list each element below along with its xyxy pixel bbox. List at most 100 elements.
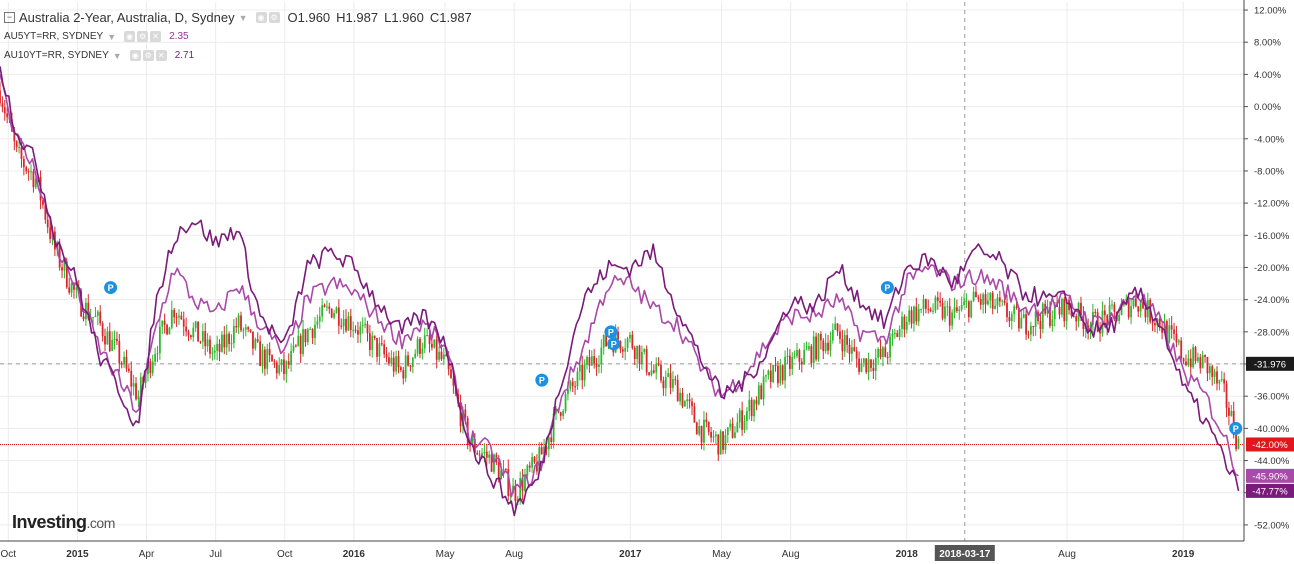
candle-body[interactable] xyxy=(1220,379,1223,381)
candle-body[interactable] xyxy=(748,399,751,412)
candle-body[interactable] xyxy=(25,167,28,172)
candle-body[interactable] xyxy=(464,409,467,419)
candle-body[interactable] xyxy=(1170,325,1173,330)
candle-body[interactable] xyxy=(760,385,763,400)
candle-body[interactable] xyxy=(593,356,596,364)
candle-body[interactable] xyxy=(779,365,782,384)
candle-body[interactable] xyxy=(784,356,786,381)
candle-body[interactable] xyxy=(256,339,259,342)
candle-body[interactable] xyxy=(590,356,593,366)
candle-body[interactable] xyxy=(101,323,104,337)
candle-body[interactable] xyxy=(550,437,553,442)
candle-body[interactable] xyxy=(648,372,650,375)
candle-body[interactable] xyxy=(225,333,228,348)
candle-body[interactable] xyxy=(967,301,970,318)
candle-body[interactable] xyxy=(500,470,503,480)
candle-body[interactable] xyxy=(273,361,276,363)
candle-body[interactable] xyxy=(151,361,154,374)
candle-body[interactable] xyxy=(158,326,161,354)
candle-body[interactable] xyxy=(1103,310,1106,316)
candle-body[interactable] xyxy=(113,338,116,340)
candle-body[interactable] xyxy=(705,419,708,422)
candle-body[interactable] xyxy=(578,364,581,372)
candle-body[interactable] xyxy=(889,336,891,358)
candle-body[interactable] xyxy=(328,306,331,309)
candle-body[interactable] xyxy=(1204,355,1206,358)
candle-body[interactable] xyxy=(543,446,545,455)
candle-body[interactable] xyxy=(1068,299,1070,311)
candle-body[interactable] xyxy=(917,308,920,322)
candle-body[interactable] xyxy=(731,423,734,438)
candle-body[interactable] xyxy=(345,318,347,331)
candle-body[interactable] xyxy=(703,419,705,443)
candle-body[interactable] xyxy=(431,343,433,348)
candle-body[interactable] xyxy=(488,454,491,458)
candle-body[interactable] xyxy=(555,408,557,414)
candle-body[interactable] xyxy=(75,287,78,290)
candle-body[interactable] xyxy=(3,107,6,114)
candle-body[interactable] xyxy=(1065,299,1068,322)
settings-icon[interactable]: ⚙ xyxy=(268,12,280,23)
candle-body[interactable] xyxy=(352,329,355,331)
candle-body[interactable] xyxy=(192,327,195,338)
candle-body[interactable] xyxy=(111,339,114,351)
candle-body[interactable] xyxy=(354,329,357,331)
candle-body[interactable] xyxy=(22,158,25,168)
candle-body[interactable] xyxy=(230,343,233,345)
candle-body[interactable] xyxy=(996,297,999,306)
candle-body[interactable] xyxy=(655,363,658,373)
candle-body[interactable] xyxy=(860,362,863,372)
candle-body[interactable] xyxy=(913,306,915,324)
candle-body[interactable] xyxy=(211,352,214,354)
candle-body[interactable] xyxy=(743,421,746,430)
candle-body[interactable] xyxy=(853,347,856,351)
candle-body[interactable] xyxy=(815,336,818,360)
candle-body[interactable] xyxy=(870,359,872,368)
candle-body[interactable] xyxy=(137,395,140,400)
candle-body[interactable] xyxy=(514,485,517,502)
candle-body[interactable] xyxy=(306,329,309,343)
candle-body[interactable] xyxy=(49,227,52,239)
candle-body[interactable] xyxy=(490,454,493,472)
candle-body[interactable] xyxy=(827,342,829,351)
candle-body[interactable] xyxy=(898,328,901,337)
candle-body[interactable] xyxy=(982,294,985,305)
candle-body[interactable] xyxy=(99,311,102,324)
candle-body[interactable] xyxy=(1187,358,1190,366)
candle-body[interactable] xyxy=(1216,371,1218,384)
candle-body[interactable] xyxy=(719,431,722,455)
candle-body[interactable] xyxy=(63,261,66,271)
candle-body[interactable] xyxy=(774,365,777,367)
chevron-down-icon[interactable]: ▼ xyxy=(112,50,122,61)
candle-body[interactable] xyxy=(531,457,534,468)
candle-body[interactable] xyxy=(724,434,727,450)
candle-body[interactable] xyxy=(1218,380,1221,384)
candle-body[interactable] xyxy=(70,283,73,293)
candle-body[interactable] xyxy=(216,343,219,351)
candle-body[interactable] xyxy=(662,380,665,389)
candle-body[interactable] xyxy=(182,319,185,327)
candle-body[interactable] xyxy=(536,462,538,472)
candle-body[interactable] xyxy=(1237,438,1240,449)
candle-body[interactable] xyxy=(633,347,636,360)
candle-body[interactable] xyxy=(910,310,913,324)
candle-body[interactable] xyxy=(977,297,980,300)
candle-body[interactable] xyxy=(798,350,801,362)
candle-body[interactable] xyxy=(175,317,178,319)
candle-body[interactable] xyxy=(753,400,755,417)
candle-body[interactable] xyxy=(440,351,443,360)
candle-body[interactable] xyxy=(366,323,369,334)
candle-body[interactable] xyxy=(1199,357,1202,369)
candle-body[interactable] xyxy=(168,327,171,335)
candle-body[interactable] xyxy=(989,292,992,301)
candle-body[interactable] xyxy=(1134,298,1137,307)
candle-body[interactable] xyxy=(891,333,894,337)
candle-body[interactable] xyxy=(1230,410,1233,416)
candle-body[interactable] xyxy=(800,361,803,365)
candle-body[interactable] xyxy=(1194,347,1197,361)
candle-body[interactable] xyxy=(1223,379,1226,384)
eye-icon[interactable]: ◉ xyxy=(255,12,267,23)
candle-body[interactable] xyxy=(686,399,689,402)
candle-body[interactable] xyxy=(808,346,810,350)
candle-body[interactable] xyxy=(788,355,791,369)
